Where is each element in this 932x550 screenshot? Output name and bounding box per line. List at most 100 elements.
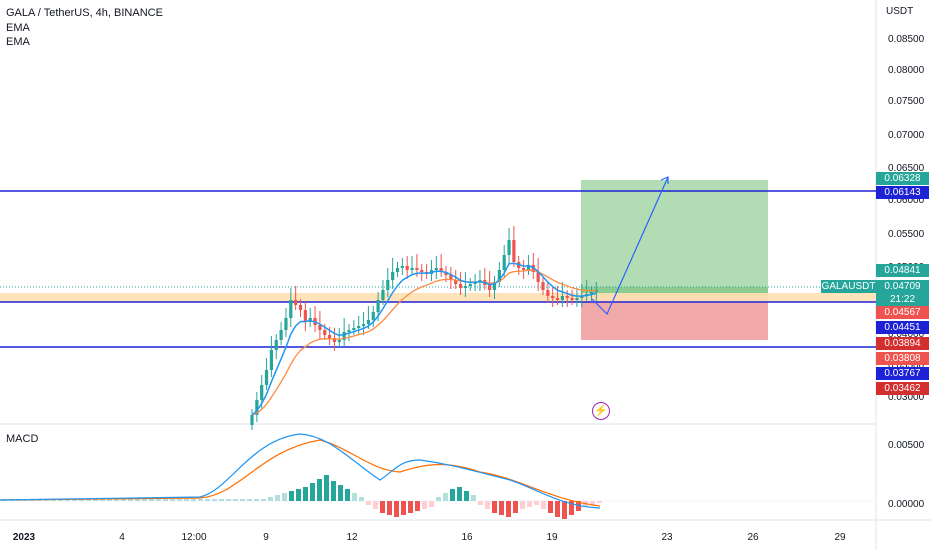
macd-bar	[184, 499, 189, 501]
price-label-badge: 0.04567	[876, 306, 929, 319]
candle-body	[284, 318, 288, 330]
macd-bar	[408, 501, 413, 513]
macd-bar	[457, 487, 462, 501]
macd-bar	[212, 499, 217, 501]
macd-bar	[198, 499, 203, 501]
macd-bar	[261, 499, 266, 501]
candle-body	[555, 298, 560, 300]
macd-bar	[415, 501, 420, 511]
macd-bar	[471, 495, 476, 501]
macd-bar	[317, 479, 322, 501]
lightning-icon[interactable]: ⚡	[592, 402, 610, 420]
candle-body	[400, 266, 404, 268]
macd-bar	[590, 501, 595, 505]
ema-slow-line	[251, 269, 597, 416]
candle-body	[294, 300, 298, 305]
symbol-badge: GALAUSDT	[821, 280, 876, 293]
macd-bar	[352, 493, 357, 501]
macd-bar	[282, 493, 287, 501]
candle-body	[279, 330, 283, 340]
price-label-badge: 21:22	[876, 293, 929, 306]
candle-body	[303, 310, 307, 322]
symbol-title[interactable]: GALA / TetherUS, 4h, BINANCE	[6, 7, 163, 19]
macd-bar	[562, 501, 567, 519]
ema-fast-line	[251, 262, 597, 416]
support-band	[0, 293, 876, 302]
macd-bar	[275, 495, 280, 501]
time-axis-label: 23	[661, 532, 673, 543]
price-label-badge: 0.06143	[876, 186, 929, 199]
macd-bar	[268, 497, 273, 501]
time-axis-label: 29	[834, 532, 846, 543]
candle-body	[357, 326, 361, 328]
candle-body	[405, 266, 409, 270]
price-tick-label: 0.03000	[888, 392, 925, 403]
candle-body	[391, 272, 395, 280]
candle-body	[323, 330, 327, 335]
macd-signal-line	[0, 439, 601, 507]
macd-bar	[254, 499, 259, 501]
price-label-badge: 0.04451	[876, 321, 929, 334]
candle-body	[420, 270, 424, 272]
macd-bar	[240, 499, 245, 501]
candle-body	[415, 268, 419, 270]
candle-body	[250, 415, 254, 425]
time-axis-label: 9	[263, 532, 269, 543]
candle-body	[439, 268, 443, 272]
candle-body	[536, 272, 540, 282]
candle-body	[463, 286, 467, 288]
macd-bar	[114, 499, 119, 501]
candle-body	[444, 272, 448, 275]
macd-tick-label: 0.00000	[888, 499, 925, 510]
candle-body	[260, 385, 264, 400]
macd-bar	[86, 499, 91, 501]
macd-bar	[345, 489, 350, 501]
candle-body	[507, 240, 511, 255]
price-tick-label: 0.05500	[888, 229, 925, 240]
macd-bar	[324, 475, 329, 501]
macd-legend[interactable]: MACD	[6, 433, 39, 445]
ema-legend-1[interactable]: EMA	[6, 22, 30, 34]
target-zone[interactable]	[581, 180, 768, 287]
price-tick-label: 0.04000	[888, 329, 925, 340]
macd-bar	[359, 497, 364, 501]
time-axis-label: 4	[119, 532, 125, 543]
price-tick-label: 0.07500	[888, 96, 925, 107]
macd-bar	[93, 499, 98, 501]
candle-body	[570, 298, 574, 300]
macd-bar	[296, 489, 301, 501]
macd-bar	[597, 501, 602, 503]
price-label-badge: 0.03808	[876, 352, 929, 365]
candle-body	[371, 312, 375, 320]
time-axis-label: 19	[546, 532, 558, 543]
macd-bar	[422, 501, 427, 509]
candle-body	[381, 290, 385, 300]
macd-bar	[128, 499, 133, 501]
macd-bar	[226, 499, 231, 501]
time-axis-label: 2023	[13, 532, 36, 543]
macd-bar	[443, 493, 448, 501]
macd-bar	[380, 501, 385, 513]
macd-bar	[205, 499, 210, 501]
candles-group	[250, 226, 598, 430]
price-tick-label: 0.06000	[888, 195, 925, 206]
ema-legend-2[interactable]: EMA	[6, 36, 30, 48]
price-axis-currency: USDT	[886, 6, 913, 17]
macd-bar	[142, 499, 147, 501]
projection-arrow[interactable]	[591, 176, 669, 316]
macd-bar	[191, 499, 196, 501]
candle-body	[298, 305, 303, 310]
macd-bar	[429, 501, 434, 507]
macd-line	[0, 433, 601, 509]
macd-bar	[450, 489, 455, 501]
macd-bar	[520, 501, 525, 509]
price-label-badge: 0.03894	[876, 337, 929, 350]
candle-body	[565, 296, 569, 298]
macd-bar	[121, 499, 126, 501]
macd-bar	[464, 491, 469, 501]
candle-body	[361, 324, 366, 326]
candle-body	[454, 280, 458, 284]
time-axis-label: 26	[747, 532, 759, 543]
candle-body	[342, 332, 346, 340]
